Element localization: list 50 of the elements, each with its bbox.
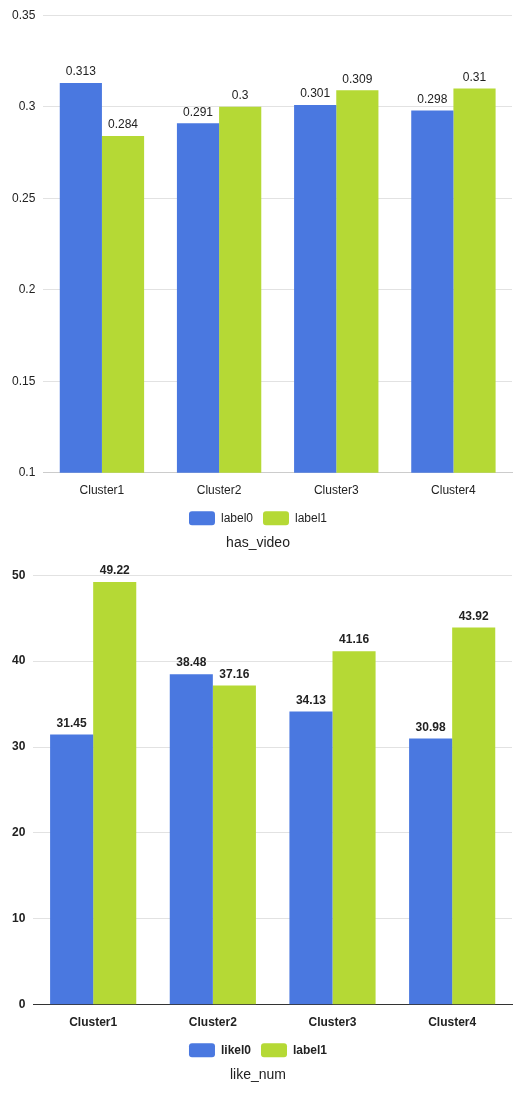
- bar: [50, 734, 94, 1005]
- x-tick-label: Cluster3: [313, 483, 359, 498]
- bar: [212, 685, 256, 1005]
- x-tick-label: Cluster2: [196, 483, 242, 498]
- y-tick-label: 50: [11, 567, 26, 582]
- y-tick-label: 0.2: [18, 282, 36, 297]
- y-tick-label: 0.3: [18, 99, 36, 114]
- text: like_num: [229, 1066, 287, 1083]
- data-label: 0.284: [108, 117, 139, 132]
- x-tick-label: Cluster3: [308, 1015, 357, 1030]
- legend-label: label0: [220, 510, 254, 525]
- x-tick-label: Cluster1: [69, 1015, 118, 1030]
- data-label: 0.309: [342, 71, 373, 86]
- x-tick-label: Cluster2: [188, 1015, 238, 1030]
- bar: [93, 581, 137, 1005]
- legend-label: label1: [295, 510, 328, 525]
- data-label: 41.16: [339, 632, 370, 647]
- data-label: 0.3: [231, 88, 249, 103]
- data-label: 38.48: [176, 655, 207, 670]
- y-tick-label: 20: [11, 825, 26, 840]
- data-label: 43.92: [458, 608, 490, 623]
- data-label: 0.291: [182, 104, 214, 119]
- y-tick-label: 0.15: [12, 373, 36, 388]
- x-tick-label: Cluster1: [79, 483, 125, 498]
- data-label: 34.13: [295, 692, 327, 707]
- x-tick-label: Cluster4: [431, 483, 477, 498]
- bar: [289, 711, 333, 1005]
- data-label: 37.16: [219, 666, 250, 681]
- y-tick-label: 0.35: [12, 7, 36, 22]
- data-label: 0.313: [65, 64, 97, 79]
- y-tick-label: 30: [11, 739, 26, 754]
- y-tick-label: 10: [11, 911, 26, 926]
- bar: [169, 674, 213, 1005]
- data-label: 0.301: [300, 86, 331, 101]
- y-tick-label: 0: [18, 997, 26, 1012]
- data-label: 0.31: [462, 69, 487, 84]
- data-label: 0.298: [417, 91, 448, 106]
- legend-label: label1: [293, 1042, 328, 1057]
- data-label: 31.45: [56, 715, 87, 730]
- x-tick-label: Cluster4: [428, 1015, 477, 1030]
- data-label: 49.22: [99, 563, 131, 578]
- y-tick-label: 40: [11, 653, 26, 668]
- y-tick-label: 0.25: [12, 190, 36, 205]
- bar: [409, 738, 453, 1005]
- text: has_video: [226, 534, 291, 551]
- legend-label: likel0: [220, 1042, 252, 1057]
- bar: [332, 651, 376, 1005]
- data-label: 30.98: [415, 719, 446, 734]
- bar: [452, 627, 496, 1005]
- y-tick-label: 0.1: [18, 465, 36, 480]
